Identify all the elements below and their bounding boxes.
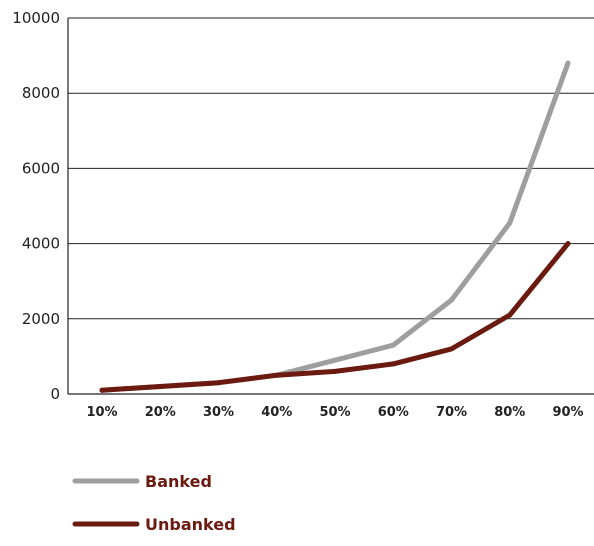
y-axis-ticks: 0 2000 4000 6000 8000 10000 [12, 9, 60, 403]
data-point-banked [566, 61, 571, 66]
y-tick-label: 2000 [22, 310, 60, 328]
data-point-unbanked [216, 380, 221, 385]
y-tick-label: 8000 [22, 84, 60, 102]
data-point-unbanked [391, 361, 396, 366]
data-point-unbanked [566, 241, 571, 246]
x-axis-ticks: 10% 20% 30% 40% 50% 60% 70% 80% 90% [86, 405, 583, 420]
x-tick-label: 90% [552, 405, 583, 420]
x-tick-label: 80% [494, 405, 525, 420]
data-point-unbanked [449, 346, 454, 351]
x-tick-label: 70% [436, 405, 467, 420]
series-line-banked [102, 63, 568, 390]
x-tick-label: 30% [203, 405, 234, 420]
legend-label-unbanked: Unbanked [145, 515, 236, 534]
x-tick-label: 10% [86, 405, 117, 420]
y-tick-label: 4000 [22, 235, 60, 253]
y-tick-label: 0 [50, 385, 60, 403]
series-lines [100, 61, 571, 393]
y-tick-label: 10000 [12, 9, 60, 27]
data-point-banked [449, 298, 454, 303]
x-tick-label: 20% [145, 405, 176, 420]
legend: Banked Unbanked [75, 472, 236, 534]
data-point-unbanked [100, 388, 105, 393]
data-point-unbanked [507, 313, 512, 318]
y-tick-label: 6000 [22, 159, 60, 177]
legend-label-banked: Banked [145, 472, 212, 491]
gridlines [68, 18, 594, 319]
data-point-unbanked [333, 369, 338, 374]
data-point-banked [333, 358, 338, 363]
x-tick-label: 60% [378, 405, 409, 420]
data-point-banked [507, 220, 512, 225]
x-tick-label: 50% [319, 405, 350, 420]
data-point-unbanked [158, 384, 163, 389]
data-point-unbanked [274, 373, 279, 378]
series-line-unbanked [102, 244, 568, 391]
data-point-banked [391, 343, 396, 348]
x-tick-label: 40% [261, 405, 292, 420]
